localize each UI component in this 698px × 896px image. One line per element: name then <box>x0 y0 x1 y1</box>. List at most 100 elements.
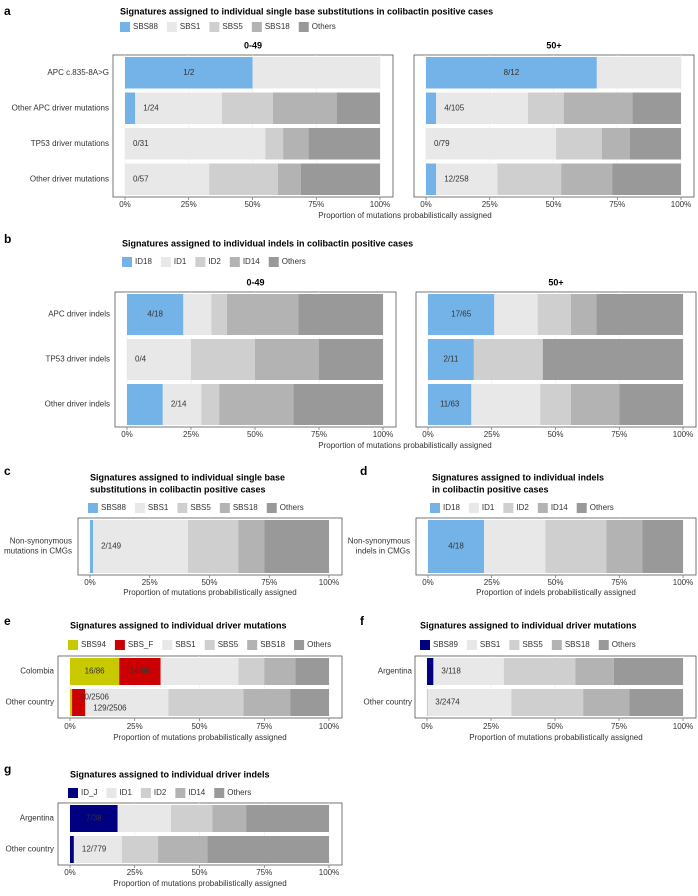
legend-swatch <box>247 640 258 650</box>
chart-title: Signatures assigned to individual single… <box>90 472 285 482</box>
bar-segment <box>426 57 597 89</box>
bar-segment <box>72 689 86 716</box>
legend-swatch <box>160 257 171 267</box>
bar-segment <box>427 689 512 716</box>
legend-label: SBS5 <box>522 640 543 649</box>
bar-segment <box>127 339 191 380</box>
x-tick-label: 0% <box>121 430 133 439</box>
category-label: Non-synonymous <box>10 537 72 546</box>
bar-segment <box>238 658 265 685</box>
bar-segment <box>162 384 202 425</box>
legend-swatch <box>68 788 78 798</box>
bar-segment <box>90 520 94 573</box>
legend-label: SBS1 <box>175 640 196 649</box>
bar-segment <box>121 836 159 863</box>
legend-label: SBS1 <box>480 640 501 649</box>
data-label: 16/86 <box>85 667 106 676</box>
legend-swatch <box>537 503 548 513</box>
bar-segment <box>570 384 620 425</box>
panel-label: b <box>4 232 11 246</box>
bar-segment <box>300 163 380 195</box>
data-label: 3/2474 <box>435 698 460 707</box>
bar-segment <box>252 57 380 89</box>
bar-segment <box>613 658 683 685</box>
bar-segment <box>125 163 210 195</box>
bar-segment <box>494 294 538 335</box>
x-tick-label: 25% <box>142 578 158 587</box>
x-axis-label: Proportion of mutations probabilisticall… <box>318 441 491 450</box>
bar-segment <box>70 836 74 863</box>
x-tick-label: 25% <box>484 430 500 439</box>
x-tick-label: 100% <box>373 430 393 439</box>
category-label: Other country <box>364 698 412 707</box>
category-label: Other driver indels <box>45 400 110 409</box>
bar-segment <box>612 163 681 195</box>
bar-segment <box>428 339 474 380</box>
chart-title: Signatures assigned to individual driver… <box>420 620 637 630</box>
x-axis-label: Proportion of mutations probabilisticall… <box>123 588 296 597</box>
legend-label: ID1 <box>482 503 495 512</box>
x-tick-label: 0% <box>421 722 433 731</box>
bar-segment <box>426 92 437 124</box>
bar-segment <box>73 836 122 863</box>
x-tick-label: 75% <box>611 430 627 439</box>
bar-segment <box>537 294 571 335</box>
category-label: Argentina <box>20 814 55 823</box>
legend-swatch <box>166 22 177 32</box>
category-label: TP53 driver indels <box>46 355 110 364</box>
chart-title: in colibactin positive cases <box>432 484 549 494</box>
x-tick-label: 25% <box>482 200 498 209</box>
legend-swatch <box>576 503 587 513</box>
legend-label: Others <box>612 640 636 649</box>
bar-segment <box>283 128 309 160</box>
legend-swatch <box>298 22 309 32</box>
x-tick-label: 50% <box>247 430 263 439</box>
bar-segment <box>117 805 172 832</box>
bar-segment <box>125 128 266 160</box>
legend-label: ID2 <box>516 503 529 512</box>
legend-swatch <box>294 640 305 650</box>
panel-label: f <box>360 614 365 628</box>
bar-segment <box>436 163 498 195</box>
legend-label: Others <box>307 640 331 649</box>
bar-segment <box>619 384 683 425</box>
bar-segment <box>601 128 630 160</box>
bar-segment <box>503 658 576 685</box>
category-label: indels in CMGs <box>356 547 410 556</box>
x-tick-label: 25% <box>127 868 143 877</box>
legend-swatch <box>229 257 240 267</box>
data-label: 0/79 <box>434 139 450 148</box>
data-label: 2/11 <box>443 355 459 364</box>
x-axis-label: Proportion of mutations probabilisticall… <box>113 733 286 742</box>
x-tick-label: 100% <box>370 200 390 209</box>
data-label: 0/31 <box>133 139 149 148</box>
x-tick-label: 0% <box>119 200 131 209</box>
x-tick-label: 25% <box>183 430 199 439</box>
chart-title: Signatures assigned to individual driver… <box>70 769 270 779</box>
facet-title: 50+ <box>548 277 563 287</box>
bar-segment <box>127 384 163 425</box>
bar-segment <box>319 339 383 380</box>
bar-segment <box>428 384 472 425</box>
x-tick-label: 75% <box>308 200 324 209</box>
bar-segment <box>70 689 73 716</box>
legend-label: Others <box>280 503 304 512</box>
data-label: 11/63 <box>440 400 460 409</box>
x-tick-label: 100% <box>673 722 693 731</box>
x-tick-label: 25% <box>127 722 143 731</box>
legend-swatch <box>268 257 279 267</box>
legend-label: SBS1 <box>148 503 169 512</box>
data-label: 2/14 <box>171 400 187 409</box>
bar-segment <box>125 57 253 89</box>
bar-segment <box>211 294 227 335</box>
legend-label: SBS5 <box>218 640 239 649</box>
bar-segment <box>264 520 329 573</box>
legend-swatch <box>503 503 514 513</box>
bar-segment <box>606 520 643 573</box>
legend-swatch <box>266 503 277 513</box>
legend-swatch <box>551 640 562 650</box>
x-tick-label: 0% <box>64 722 76 731</box>
legend-swatch <box>466 640 477 650</box>
chart-title: substitutions in colibactin positive cas… <box>90 484 266 494</box>
category-label: TP53 driver mutations <box>31 139 109 148</box>
